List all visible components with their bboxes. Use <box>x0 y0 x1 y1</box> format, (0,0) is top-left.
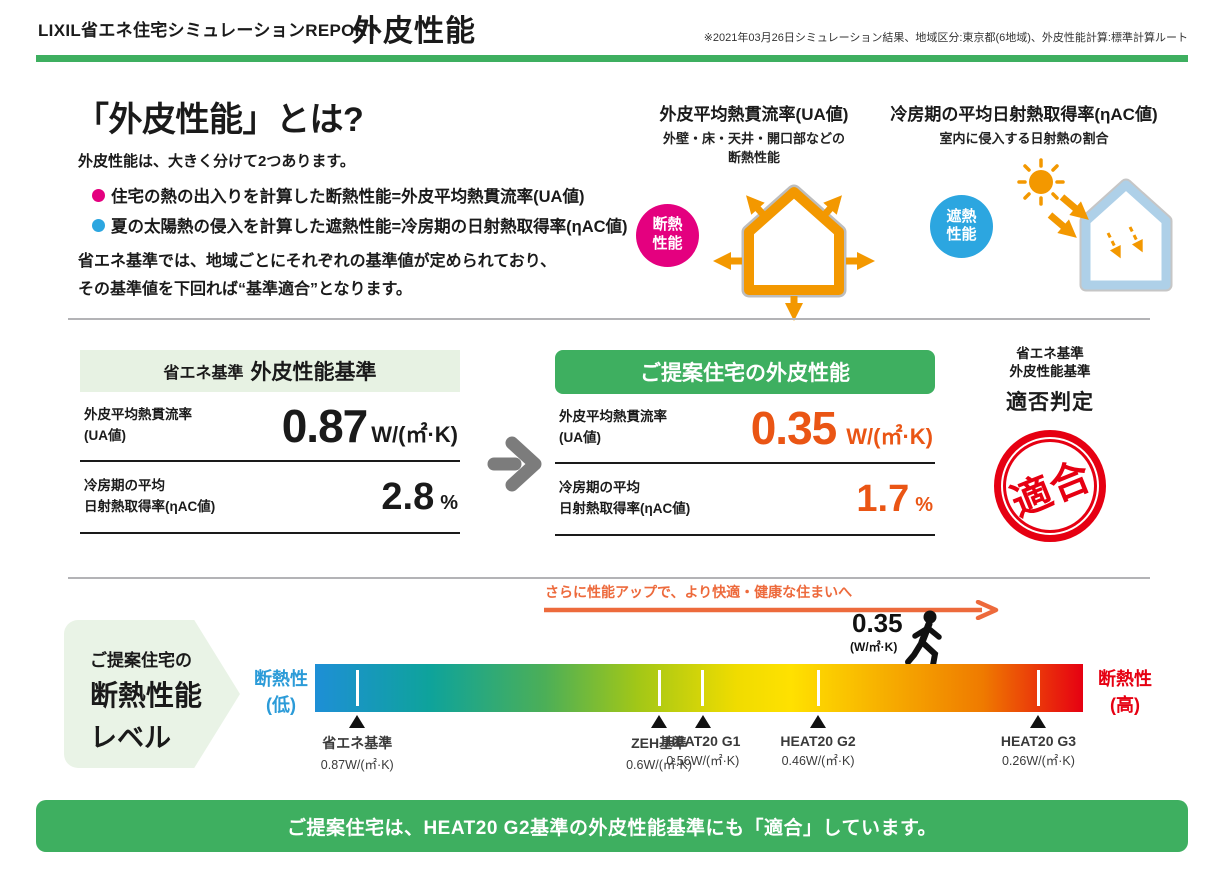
list-item: 夏の太陽熱の侵入を計算した遮熱性能=冷房期の日射熱取得率(ηAC値) <box>92 213 628 237</box>
insulation-scale: 省エネ基準 0.87W/(㎡·K) ZEH基準 0.6W/(㎡·K) HEAT2… <box>315 664 1083 779</box>
table-row: 外皮平均熱貫流率 (UA値) 0.35 W/(㎡·K) <box>555 394 935 464</box>
proposal-card-header: ご提案住宅の外皮性能 <box>555 350 935 394</box>
blue-bullet-icon <box>92 218 105 232</box>
tick-triangle-icon <box>810 715 827 728</box>
right-arrow-icon <box>487 436 542 492</box>
table-row: 外皮平均熱貫流率 (UA値) 0.87 W/(㎡·K) <box>80 392 460 462</box>
tick-triangle-icon <box>694 715 711 728</box>
scale-tick: HEAT20 G3 0.26W/(㎡·K) <box>968 664 1108 769</box>
upgrade-note: さらに性能アップで、より快適・健康な住まいへ <box>545 584 853 600</box>
eta-label: 冷房期の平均 日射熱取得率(ηAC値) <box>559 480 691 516</box>
upgrade-arrow-icon <box>544 600 999 620</box>
standard-eta-value: 2.8% <box>381 475 458 518</box>
proposal-ua-value: 0.35 W/(㎡·K) <box>750 402 933 454</box>
intro-title: 「外皮性能」とは? <box>75 101 364 139</box>
table-row: 冷房期の平均 日射熱取得率(ηAC値) 2.8% <box>80 462 460 534</box>
stamp-inner-ring <box>1003 439 1097 534</box>
proposal-eta-value: 1.7% <box>856 477 933 520</box>
judgement-title: 適否判定 <box>1006 391 1094 415</box>
list-item: 住宅の熱の出入りを計算した断熱性能=外皮平均熱貫流率(UA値) <box>92 183 584 207</box>
intro-note-line2: その基準値を下回れば“基準適合”となります。 <box>78 281 412 298</box>
intro-note-line1: 省エネ基準では、地域ごとにそれぞれの基準値が定められており、 <box>78 253 557 270</box>
walking-person-icon <box>905 610 942 668</box>
tick-line <box>701 670 705 706</box>
shading-badge: 遮熱 性能 <box>930 194 993 258</box>
insulation-badge: 断熱 性能 <box>636 203 699 267</box>
tick-line <box>355 670 359 706</box>
proposal-marker-value: 0.35 <box>852 608 903 638</box>
scale-high-label: 断熱性 (高) <box>1098 669 1152 716</box>
eta-diagram-title: 冷房期の平均日射熱取得率(ηAC値) <box>890 105 1158 124</box>
ua-icon-area: 断熱 性能 <box>628 172 880 322</box>
standard-values-card: 省エネ基準 外皮性能基準 外皮平均熱貫流率 (UA値) 0.87 W/(㎡·K) … <box>80 350 460 534</box>
house-sun-in-icon <box>1017 158 1173 292</box>
header-rule <box>36 55 1188 62</box>
proposal-marker-unit: (W/㎡·K) <box>850 640 898 654</box>
section-divider <box>68 318 1150 320</box>
scale-tick: 省エネ基準 0.87W/(㎡·K) <box>287 664 427 773</box>
scale-tick: HEAT20 G2 0.46W/(㎡·K) <box>748 664 888 769</box>
judgement-block: 省エネ基準 外皮性能基準 適否判定 適合 <box>980 345 1120 543</box>
insulation-scale-bar <box>315 664 1083 712</box>
eta-diagram: 冷房期の平均日射熱取得率(ηAC値) 室内に侵入する日射熱の割合 遮熱 性能 <box>878 100 1173 303</box>
scale-tick: ZEH基準 0.6W/(㎡·K) <box>589 664 729 773</box>
ua-diagram-title: 外皮平均熱貫流率(UA値) <box>659 105 849 124</box>
intro-lead: 外皮性能は、大きく分けて2つあります。 <box>78 153 355 170</box>
table-row: 冷房期の平均 日射熱取得率(ηAC値) 1.7% <box>555 464 935 536</box>
simulation-conditions-note: ※2021年03月26日シミュレーション結果、地域区分:東京都(6地域)、外皮性… <box>703 32 1188 44</box>
conclusion-banner: ご提案住宅は、HEAT20 G2基準の外皮性能基準にも「適合」しています。 <box>36 800 1188 852</box>
scale-tick: HEAT20 G1 0.56W/(㎡·K) <box>633 664 773 769</box>
insulation-level-label: ご提案住宅の 断熱性能 レベル <box>64 620 240 768</box>
proposal-values-card: ご提案住宅の外皮性能 外皮平均熱貫流率 (UA値) 0.35 W/(㎡·K) 冷房… <box>555 350 935 536</box>
ua-diagram: 外皮平均熱貫流率(UA値) 外壁・床・天井・開口部などの 断熱性能 断熱 性能 <box>628 100 880 322</box>
brand-report-title: LIXIL省エネ住宅シミュレーションREPORT <box>38 21 378 40</box>
bullet-text: 夏の太陽熱の侵入を計算した遮熱性能=冷房期の日射熱取得率(ηAC値) <box>111 218 628 236</box>
eta-icon-area: 遮熱 性能 <box>878 153 1173 303</box>
ua-diagram-subtitle: 外壁・床・天井・開口部などの 断熱性能 <box>662 131 845 165</box>
magenta-bullet-icon <box>92 188 105 202</box>
tick-line <box>816 670 820 706</box>
eta-label: 冷房期の平均 日射熱取得率(ηAC値) <box>84 478 216 514</box>
ua-label: 外皮平均熱貫流率 (UA値) <box>559 409 667 445</box>
page-title: 外皮性能 <box>352 15 476 48</box>
judgement-caption: 省エネ基準 外皮性能基準 <box>1009 346 1091 380</box>
tick-line <box>657 670 661 706</box>
sun-icon <box>1017 158 1065 206</box>
pass-stamp-icon: 適合 <box>994 430 1106 543</box>
bullet-text: 住宅の熱の出入りを計算した断熱性能=外皮平均熱貫流率(UA値) <box>111 188 585 206</box>
section-divider <box>68 577 1150 579</box>
tick-triangle-icon <box>651 715 668 728</box>
scale-low-label: 断熱性 (低) <box>254 669 308 716</box>
ua-label: 外皮平均熱貫流率 (UA値) <box>84 407 192 443</box>
tick-triangle-icon <box>349 715 366 728</box>
standard-card-header: 省エネ基準 外皮性能基準 <box>80 350 460 392</box>
eta-diagram-subtitle: 室内に侵入する日射熱の割合 <box>939 131 1109 146</box>
tick-line <box>1036 670 1040 706</box>
house-heat-out-icon <box>713 184 875 321</box>
tick-triangle-icon <box>1030 715 1047 728</box>
standard-ua-value: 0.87 W/(㎡·K) <box>281 400 458 452</box>
